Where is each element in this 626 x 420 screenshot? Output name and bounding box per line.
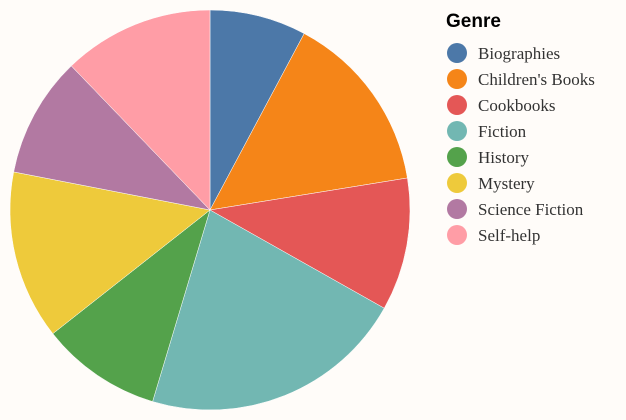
legend: Genre Biographies Children's Books Cookboo… xyxy=(446,11,595,245)
legend-symbol-fiction xyxy=(447,121,467,141)
legend-label-science-fiction: Science Fiction xyxy=(478,200,584,219)
pie-slice-mystery xyxy=(9,171,211,335)
legend-symbol-mystery xyxy=(447,173,467,193)
pie-slice-children-s-books xyxy=(209,33,408,211)
legend-symbol-cookbooks xyxy=(447,95,467,115)
pie-slice-science-fiction xyxy=(13,65,211,211)
legend-label-self-help: Self-help xyxy=(478,226,540,245)
legend-label-history: History xyxy=(478,148,530,167)
legend-items: Biographies Children's Books Cookbooks Fict… xyxy=(447,43,595,245)
legend-title: Genre xyxy=(446,11,501,32)
pie-slice-self-help xyxy=(70,9,211,211)
legend-symbol-science-fiction xyxy=(447,199,467,219)
legend-label-mystery: Mystery xyxy=(478,174,535,193)
legend-symbol-history xyxy=(447,147,467,167)
legend-label-biographies: Biographies xyxy=(478,44,560,63)
pie-slice-cookbooks xyxy=(209,177,411,309)
legend-symbol-self-help xyxy=(447,225,467,245)
legend-label-cookbooks: Cookbooks xyxy=(478,96,555,115)
pie-slices xyxy=(9,9,411,411)
pie-slice-history xyxy=(52,209,211,402)
legend-label-children-s-books: Children's Books xyxy=(478,70,595,89)
pie-slice-biographies xyxy=(209,9,305,211)
legend-symbol-children-s-books xyxy=(447,69,467,89)
legend-label-fiction: Fiction xyxy=(478,122,527,141)
legend-symbol-biographies xyxy=(447,43,467,63)
pie-slice-fiction xyxy=(152,209,385,411)
